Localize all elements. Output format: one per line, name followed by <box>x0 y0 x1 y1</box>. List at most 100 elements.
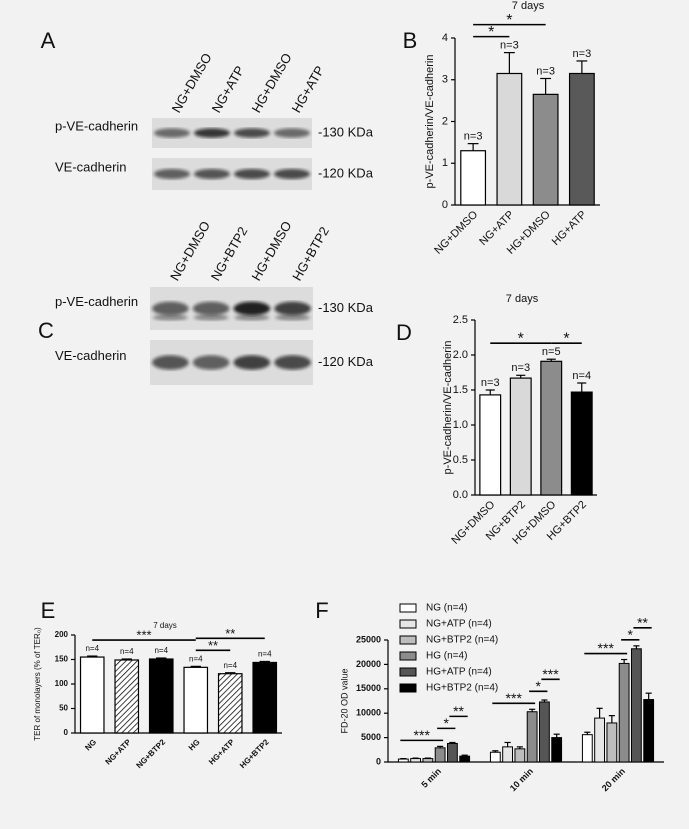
bar <box>422 758 434 763</box>
blot-band <box>274 301 311 316</box>
y-tick-label: 25000 <box>356 634 381 644</box>
legend-label: NG (n=4) <box>426 603 467 614</box>
y-tick-label: 15000 <box>356 683 381 693</box>
row-label: VE-cadherin <box>55 348 127 363</box>
legend-swatch <box>399 619 417 629</box>
error-bar <box>596 707 603 719</box>
bar <box>79 656 105 734</box>
error-bar <box>516 746 523 749</box>
significance-label: * <box>536 678 542 694</box>
n-label: n=4 <box>154 646 168 655</box>
y-tick-label: 0 <box>376 756 381 766</box>
significance-label: * <box>563 330 569 347</box>
error-bar <box>577 382 587 393</box>
row-label: p-VE-cadherin <box>55 118 138 133</box>
legend-label: HG+ATP (n=4) <box>426 667 492 678</box>
y-tick-label: 20000 <box>356 659 381 669</box>
significance-label: *** <box>136 628 151 643</box>
chart-title: 7 days <box>512 0 545 12</box>
y-tick-label: 100 <box>55 679 69 688</box>
blot-band <box>233 301 271 316</box>
blot-band <box>274 168 310 180</box>
bar <box>397 758 409 763</box>
n-label: n=3 <box>511 362 530 374</box>
legend-swatch <box>399 603 417 613</box>
error-bar <box>504 741 511 747</box>
blot-band <box>274 128 310 138</box>
n-label: n=3 <box>573 48 592 60</box>
blot-band <box>193 314 229 321</box>
row-label: p-VE-cadherin <box>55 294 138 309</box>
bar <box>509 377 532 496</box>
blot-band <box>194 168 230 180</box>
blot-band <box>154 128 190 138</box>
y-axis-label: TER of monolayers (% of TER₀) <box>33 627 42 741</box>
error-bar <box>553 733 560 738</box>
bar <box>581 734 593 763</box>
y-axis-label: FD-20 OD value <box>339 668 349 733</box>
bar <box>410 758 422 763</box>
bar <box>502 746 514 763</box>
error-bar <box>584 731 591 735</box>
y-tick-label: 0.5 <box>453 454 468 466</box>
bar <box>570 391 593 496</box>
error-bar <box>546 358 556 362</box>
significance-label: * <box>628 627 634 643</box>
error-bar <box>449 741 456 744</box>
blot-band <box>152 355 189 370</box>
blot-band <box>234 128 270 138</box>
y-tick-label: 150 <box>55 655 69 664</box>
panel-label: D <box>396 320 412 345</box>
blot-band <box>194 128 230 138</box>
bar <box>148 658 174 734</box>
y-tick-label: 4 <box>442 32 448 44</box>
legend-label: HG+BTP2 (n=4) <box>426 683 498 694</box>
n-label: n=4 <box>223 661 237 670</box>
error-bar <box>467 143 479 151</box>
size-marker: -130 KDa <box>318 124 374 139</box>
error-bar <box>540 77 552 95</box>
error-bar <box>516 374 526 379</box>
bar <box>514 748 526 763</box>
y-tick-label: 2 <box>442 115 448 127</box>
y-tick-label: 2.0 <box>453 349 468 361</box>
n-label: n=3 <box>500 40 519 52</box>
blot-band <box>152 314 188 321</box>
size-marker: -120 KDa <box>318 165 374 180</box>
y-axis-label: p-VE-cadherin/VE-cadherin <box>424 55 436 189</box>
n-label: n=5 <box>542 346 561 358</box>
error-bar <box>492 750 499 753</box>
y-tick-label: 3 <box>442 74 448 86</box>
bar <box>538 701 550 763</box>
blot-band <box>192 355 230 370</box>
error-bar <box>437 745 444 748</box>
legend-swatch <box>399 683 417 693</box>
significance-label: * <box>518 330 524 347</box>
error-bar <box>190 665 201 668</box>
y-tick-label: 5000 <box>361 732 381 742</box>
chart-title: 7 days <box>506 293 539 305</box>
bar <box>496 72 523 206</box>
blot-band <box>234 168 270 180</box>
panel-label: F <box>315 598 328 623</box>
y-tick-label: 1.0 <box>453 419 468 431</box>
bar <box>479 394 502 496</box>
bar <box>460 150 487 206</box>
n-label: n=3 <box>536 65 555 77</box>
significance-label: ** <box>637 615 648 631</box>
size-marker: -120 KDa <box>318 354 374 369</box>
significance-label: ** <box>225 626 235 641</box>
legend-label: NG+ATP (n=4) <box>426 619 492 630</box>
bar <box>252 661 278 734</box>
significance-label: * <box>488 24 494 41</box>
error-bar <box>225 672 236 674</box>
significance-label: * <box>444 715 450 731</box>
bar <box>459 755 471 763</box>
n-label: n=4 <box>572 370 591 382</box>
row-label: VE-cadherin <box>55 159 127 174</box>
bar <box>114 659 140 734</box>
significance-label: *** <box>598 640 615 656</box>
bar <box>568 72 595 206</box>
legend-swatch <box>399 667 417 677</box>
